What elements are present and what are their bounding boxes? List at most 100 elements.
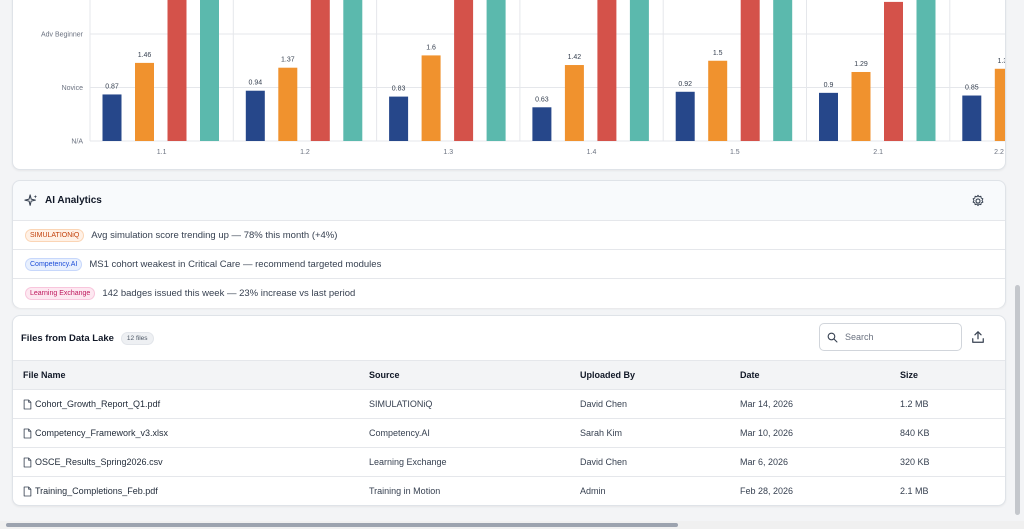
bar[interactable] <box>454 0 474 141</box>
bar[interactable] <box>102 94 122 141</box>
table-row[interactable]: Training_Completions_Feb.pdf Training in … <box>13 477 1005 506</box>
size-cell: 320 KB <box>900 457 930 467</box>
table-row[interactable]: OSCE_Results_Spring2026.csv Learning Exch… <box>13 448 1005 477</box>
ai-insight-text: MS1 cohort weakest in Critical Care — re… <box>89 258 382 270</box>
bar[interactable] <box>597 0 617 141</box>
table-header-row: File Name Source Uploaded By Date Size <box>13 360 1005 390</box>
column-header-date[interactable]: Date <box>740 370 760 380</box>
files-card: Files from Data Lake 12 files File Name … <box>12 315 1006 506</box>
bar[interactable] <box>675 91 695 141</box>
column-header-file-name[interactable]: File Name <box>23 370 66 380</box>
bar[interactable] <box>884 1 903 142</box>
file-name: Training_Completions_Feb.pdf <box>35 486 158 497</box>
file-icon <box>23 399 32 409</box>
size-cell: 1.2 MB <box>900 399 929 409</box>
data-label: 0.94 <box>248 80 262 87</box>
column-header-source[interactable]: Source <box>369 370 400 380</box>
ai-insight-row[interactable]: Competency.AI MS1 cohort weakest in Criti… <box>13 250 1005 279</box>
bar[interactable] <box>389 96 409 141</box>
uploaded-by-cell: David Chen <box>580 399 628 409</box>
file-icon <box>23 486 32 497</box>
data-label: 1.6 <box>426 44 436 51</box>
bar[interactable] <box>135 62 154 141</box>
vertical-scrollbar[interactable] <box>1015 285 1020 515</box>
data-label: 0.85 <box>965 85 979 92</box>
horizontal-scrollbar[interactable] <box>6 523 678 527</box>
search-box[interactable] <box>819 323 962 351</box>
source-badge: Competency.AI <box>25 257 83 271</box>
files-table: File Name Source Uploaded By Date Size C… <box>13 360 1005 506</box>
bar[interactable] <box>421 55 441 141</box>
bar[interactable] <box>486 0 506 141</box>
x-tick-label: 1.3 <box>443 149 453 156</box>
data-label: 0.87 <box>105 83 119 90</box>
data-label: 0.63 <box>535 96 549 103</box>
bar[interactable] <box>819 92 838 141</box>
bar[interactable] <box>916 0 936 141</box>
file-count-badge: 12 files <box>120 331 154 345</box>
files-table-body: Cohort_Growth_Report_Q1.pdf SIMULATIONiQ D… <box>13 390 1005 506</box>
size-cell: 840 KB <box>900 428 930 438</box>
search-icon <box>827 332 838 343</box>
data-label: 1.42 <box>568 54 582 61</box>
data-label: 1.46 <box>138 52 152 59</box>
source-badge: SIMULATIONiQ <box>25 228 85 242</box>
ai-analytics-header: AI Analytics <box>13 181 1005 221</box>
files-title: Files from Data Lake <box>21 332 114 344</box>
ai-insight-row[interactable]: SIMULATIONiQ Avg simulation score trendin… <box>13 221 1005 250</box>
column-header-uploaded-by[interactable]: Uploaded By <box>580 370 636 380</box>
bar[interactable] <box>343 0 363 141</box>
data-label: 1.29 <box>854 61 868 68</box>
sparkles-icon <box>24 193 38 206</box>
file-name-cell[interactable]: Competency_Framework_v3.xlsx <box>13 419 369 448</box>
ai-insight-row[interactable]: Learning Exchange 142 badges issued this … <box>13 279 1005 308</box>
bar[interactable] <box>245 90 265 141</box>
y-tick-label: Adv Beginner <box>41 32 84 39</box>
uploaded-by-cell: David Chen <box>580 457 628 467</box>
data-label: 0.92 <box>678 81 692 88</box>
bar[interactable] <box>167 0 187 141</box>
bar[interactable] <box>629 0 649 141</box>
bar[interactable] <box>532 107 552 141</box>
ai-analytics-card: AI Analytics SIMULATIONiQ Avg simulation … <box>12 180 1006 308</box>
file-name: Competency_Framework_v3.xlsx <box>35 428 169 438</box>
uploaded-by-cell: Admin <box>580 486 606 497</box>
bar[interactable] <box>708 60 728 141</box>
file-name-cell[interactable]: OSCE_Results_Spring2026.csv <box>13 448 369 477</box>
data-label: 0.83 <box>392 86 406 93</box>
bar[interactable] <box>773 0 793 141</box>
column-header-size[interactable]: Size <box>900 370 919 380</box>
bar[interactable] <box>962 95 982 141</box>
bar[interactable] <box>740 0 760 141</box>
x-tick-label: 1.1 <box>157 149 167 156</box>
source-cell: Training in Motion <box>369 486 441 497</box>
bar[interactable] <box>851 71 871 141</box>
size-cell: 2.1 MB <box>900 486 929 497</box>
source-badge: Learning Exchange <box>25 287 96 300</box>
x-tick-label: 1.5 <box>730 149 740 156</box>
ai-insights-list: SIMULATIONiQ Avg simulation score trendin… <box>13 221 1005 308</box>
source-cell: SIMULATIONiQ <box>369 399 433 409</box>
data-label: 1.37 <box>281 57 295 64</box>
bar[interactable] <box>564 65 584 141</box>
bar[interactable] <box>200 0 219 141</box>
file-name-cell[interactable]: Cohort_Growth_Report_Q1.pdf <box>13 390 369 419</box>
ai-insight-text: 142 badges issued this week — 23% increa… <box>102 288 356 299</box>
upload-icon[interactable] <box>971 330 985 344</box>
table-row[interactable]: Competency_Framework_v3.xlsx Competency.A… <box>13 419 1005 448</box>
bar[interactable] <box>994 68 1006 141</box>
table-row[interactable]: Cohort_Growth_Report_Q1.pdf SIMULATIONiQ D… <box>13 390 1005 419</box>
search-input[interactable] <box>845 332 955 342</box>
ai-insight-text: Avg simulation score trending up — 78% t… <box>91 229 338 241</box>
x-tick-label: 2.1 <box>873 149 883 156</box>
bar[interactable] <box>310 0 330 141</box>
data-label: 0.9 <box>824 82 834 89</box>
bar[interactable] <box>278 67 298 141</box>
source-cell: Learning Exchange <box>369 457 447 467</box>
ai-analytics-title: AI Analytics <box>45 195 102 206</box>
gear-icon[interactable] <box>971 194 985 208</box>
data-label: 1.5 <box>713 50 723 57</box>
x-tick-label: 1.4 <box>587 149 597 156</box>
file-name-cell[interactable]: Training_Completions_Feb.pdf <box>13 477 369 506</box>
